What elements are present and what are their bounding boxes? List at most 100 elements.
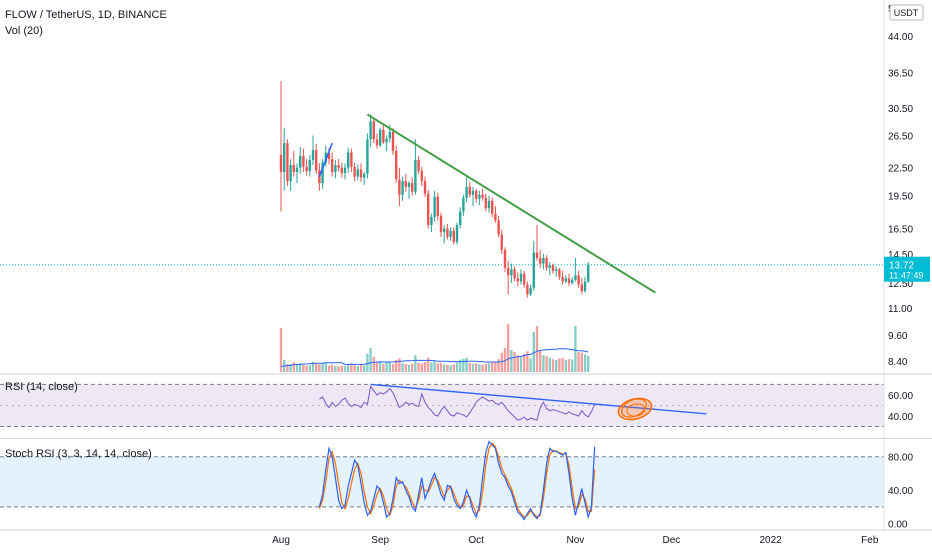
candle[interactable] bbox=[279, 80, 283, 212]
candle[interactable] bbox=[449, 227, 452, 241]
candle[interactable] bbox=[398, 167, 401, 207]
candle[interactable] bbox=[395, 145, 398, 184]
candle[interactable] bbox=[484, 193, 487, 212]
candle[interactable] bbox=[382, 125, 385, 144]
candle[interactable] bbox=[583, 276, 587, 293]
candle[interactable] bbox=[491, 197, 494, 217]
candle[interactable] bbox=[379, 127, 382, 147]
drawn-line[interactable] bbox=[318, 142, 333, 177]
candle[interactable] bbox=[299, 146, 302, 174]
candle[interactable] bbox=[465, 176, 468, 202]
candle[interactable] bbox=[516, 272, 519, 287]
currency-badge[interactable] bbox=[889, 4, 924, 21]
candle[interactable] bbox=[347, 147, 350, 173]
candle[interactable] bbox=[561, 270, 564, 285]
candle[interactable] bbox=[414, 139, 417, 195]
candle[interactable] bbox=[542, 253, 545, 270]
candle[interactable] bbox=[308, 154, 311, 177]
candle[interactable] bbox=[513, 266, 516, 282]
candle[interactable] bbox=[475, 188, 478, 203]
candle[interactable] bbox=[407, 181, 411, 199]
candle[interactable] bbox=[350, 148, 353, 173]
candle[interactable] bbox=[481, 188, 484, 201]
candle[interactable] bbox=[423, 176, 427, 197]
candle[interactable] bbox=[318, 163, 321, 191]
candle[interactable] bbox=[356, 164, 359, 181]
candle[interactable] bbox=[337, 159, 340, 172]
candle[interactable] bbox=[331, 152, 334, 177]
candle[interactable] bbox=[427, 189, 430, 229]
candle[interactable] bbox=[507, 260, 510, 295]
candle[interactable] bbox=[334, 159, 337, 179]
candle[interactable] bbox=[340, 162, 343, 178]
candle[interactable] bbox=[385, 135, 388, 151]
candle[interactable] bbox=[439, 212, 443, 238]
candle[interactable] bbox=[311, 135, 315, 166]
candle[interactable] bbox=[343, 163, 347, 180]
rsi-circle-annotation[interactable] bbox=[616, 395, 654, 423]
candle[interactable] bbox=[286, 139, 289, 186]
candle[interactable] bbox=[471, 186, 475, 207]
candle[interactable] bbox=[363, 172, 366, 185]
candle[interactable] bbox=[315, 143, 318, 174]
candle[interactable] bbox=[587, 262, 590, 283]
candle[interactable] bbox=[411, 177, 414, 196]
candle[interactable] bbox=[478, 190, 481, 206]
candle[interactable] bbox=[324, 145, 327, 167]
candle[interactable] bbox=[500, 229, 503, 254]
candle[interactable] bbox=[539, 249, 542, 268]
candle[interactable] bbox=[302, 148, 305, 173]
candle[interactable] bbox=[523, 270, 526, 288]
candle[interactable] bbox=[452, 227, 455, 245]
candle[interactable] bbox=[404, 173, 407, 192]
candle[interactable] bbox=[529, 284, 532, 296]
candle[interactable] bbox=[369, 114, 372, 147]
candle[interactable] bbox=[391, 128, 395, 155]
candle[interactable] bbox=[292, 150, 295, 177]
candle[interactable] bbox=[366, 133, 369, 179]
candle[interactable] bbox=[526, 281, 529, 298]
candle[interactable] bbox=[468, 182, 471, 198]
candle[interactable] bbox=[305, 159, 308, 176]
candle[interactable] bbox=[548, 262, 551, 276]
candle[interactable] bbox=[551, 263, 555, 274]
candle[interactable] bbox=[487, 195, 491, 213]
candle[interactable] bbox=[558, 267, 561, 280]
candle[interactable] bbox=[372, 117, 375, 144]
candle[interactable] bbox=[289, 159, 292, 191]
candle[interactable] bbox=[545, 255, 548, 271]
candle[interactable] bbox=[503, 247, 507, 273]
candle[interactable] bbox=[494, 206, 497, 223]
candle[interactable] bbox=[401, 176, 404, 201]
candle[interactable] bbox=[420, 166, 423, 186]
candle[interactable] bbox=[375, 133, 379, 149]
candle[interactable] bbox=[321, 159, 324, 189]
candle[interactable] bbox=[532, 240, 535, 292]
candle[interactable] bbox=[497, 215, 500, 238]
candle[interactable] bbox=[430, 213, 433, 233]
candle[interactable] bbox=[359, 163, 363, 183]
price-trendline[interactable] bbox=[366, 113, 656, 294]
candle[interactable] bbox=[535, 224, 539, 261]
candle[interactable] bbox=[564, 275, 567, 283]
candle[interactable] bbox=[571, 276, 574, 285]
candle[interactable] bbox=[577, 270, 580, 288]
candle[interactable] bbox=[295, 163, 299, 184]
candle[interactable] bbox=[417, 155, 420, 174]
candle[interactable] bbox=[446, 223, 449, 240]
candle[interactable] bbox=[433, 190, 436, 222]
candle[interactable] bbox=[455, 222, 459, 245]
candle[interactable] bbox=[555, 266, 558, 277]
candle[interactable] bbox=[459, 207, 462, 229]
candle[interactable] bbox=[353, 162, 356, 182]
candle[interactable] bbox=[580, 278, 583, 295]
candle[interactable] bbox=[443, 224, 446, 244]
candle[interactable] bbox=[283, 128, 286, 191]
candle[interactable] bbox=[510, 263, 513, 283]
candle[interactable] bbox=[567, 273, 571, 287]
candle[interactable] bbox=[436, 192, 439, 221]
candle[interactable] bbox=[574, 257, 577, 282]
candle[interactable] bbox=[519, 269, 523, 285]
candle[interactable] bbox=[462, 194, 465, 216]
